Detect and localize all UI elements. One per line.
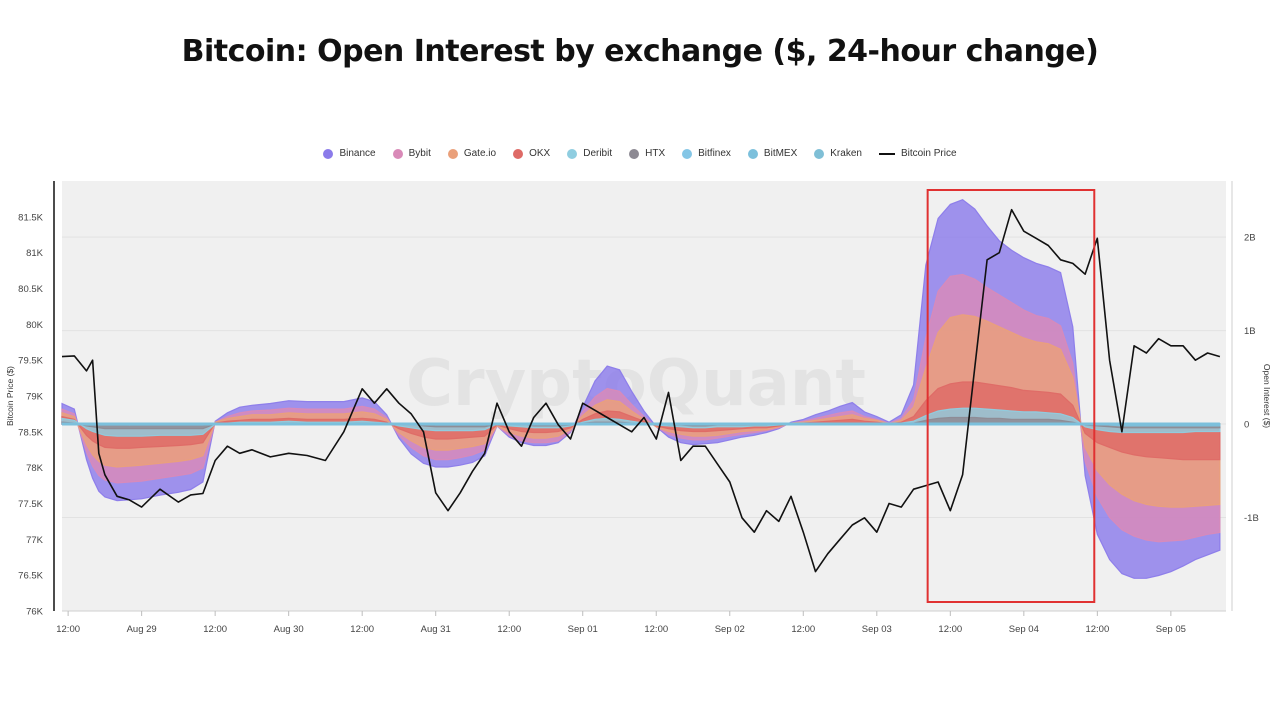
legend: Binance Bybit Gate.io OKX Deribit HTX Bi… bbox=[0, 148, 1280, 159]
x-tick-label: Sep 03 bbox=[862, 624, 892, 635]
axes: 81.5K 81K 80.5K 80K 79.5K 79K 78.5K 78K 77.5K 77K… bbox=[18, 181, 1259, 635]
x-tick-label: 12:00 bbox=[203, 624, 227, 635]
y-left-tick-label: 76K bbox=[26, 607, 44, 618]
legend-item-okx[interactable]: OKX bbox=[513, 148, 550, 159]
x-tick-label: Aug 31 bbox=[421, 624, 451, 635]
y-left-tick-label: 78K bbox=[26, 463, 44, 474]
legend-label: OKX bbox=[529, 148, 551, 159]
legend-item-bitfinex[interactable]: Bitfinex bbox=[682, 148, 731, 159]
y-left-tick-label: 81K bbox=[26, 248, 44, 259]
legend-swatch bbox=[513, 148, 524, 159]
y-right-tick-label: 0 bbox=[1244, 420, 1249, 431]
x-tick-label: 12:00 bbox=[350, 624, 374, 635]
legend-label: Gate.io bbox=[463, 148, 497, 159]
x-tick-label: 12:00 bbox=[56, 624, 80, 635]
x-tick-label: 12:00 bbox=[791, 624, 815, 635]
legend-item-bitcoin-price[interactable]: Bitcoin Price bbox=[878, 148, 957, 159]
legend-item-gateio[interactable]: Gate.io bbox=[447, 148, 497, 159]
area-binance bbox=[61, 199, 1221, 579]
legend-swatch bbox=[747, 148, 758, 159]
legend-item-kraken[interactable]: Kraken bbox=[814, 148, 862, 159]
legend-label: Bitfinex bbox=[698, 148, 731, 159]
legend-swatch bbox=[392, 148, 403, 159]
chart-title: Bitcoin: Open Interest by exchange ($, 2… bbox=[181, 34, 1099, 69]
x-tick-label: Aug 30 bbox=[274, 624, 304, 635]
legend-label: Bybit bbox=[408, 148, 431, 159]
legend-line-swatch bbox=[878, 152, 895, 155]
bitcoin-price-line bbox=[61, 208, 1221, 573]
y-left-tick-label: 79K bbox=[26, 392, 44, 403]
legend-item-htx[interactable]: HTX bbox=[629, 148, 665, 159]
area-bybit bbox=[61, 273, 1221, 543]
highlight-box bbox=[926, 189, 1096, 603]
y-right-tick-label: -1B bbox=[1244, 513, 1259, 524]
legend-swatch bbox=[323, 148, 334, 159]
legend-label: HTX bbox=[645, 148, 666, 159]
y-axis-right-title: Open Interest ($) bbox=[1262, 364, 1272, 428]
legend-label: BitMEX bbox=[763, 148, 798, 159]
x-tick-label: 12:00 bbox=[497, 624, 521, 635]
y-left-tick-label: 81.5K bbox=[18, 212, 43, 223]
x-tick-label: 12:00 bbox=[644, 624, 668, 635]
x-tick-label: Aug 29 bbox=[127, 624, 157, 635]
legend-item-bitmex[interactable]: BitMEX bbox=[747, 148, 798, 159]
legend-item-deribit[interactable]: Deribit bbox=[567, 148, 612, 159]
legend-item-bybit[interactable]: Bybit bbox=[392, 148, 431, 159]
x-tick-label: 12:00 bbox=[1085, 624, 1109, 635]
legend-label: Deribit bbox=[583, 148, 613, 159]
legend-swatch bbox=[629, 148, 640, 159]
y-right-tick-label: 2B bbox=[1244, 233, 1256, 244]
legend-item-binance[interactable]: Binance bbox=[323, 148, 376, 159]
x-tick-label: Sep 05 bbox=[1156, 624, 1186, 635]
legend-label: Kraken bbox=[830, 148, 862, 159]
legend-swatch bbox=[447, 148, 458, 159]
y-left-tick-label: 80.5K bbox=[18, 284, 43, 295]
y-axis-left-title: Bitcoin Price ($) bbox=[5, 366, 15, 426]
x-tick-label: Sep 02 bbox=[715, 624, 745, 635]
y-left-tick-label: 76.5K bbox=[18, 571, 43, 582]
y-left-tick-label: 80K bbox=[26, 320, 44, 331]
legend-label: Binance bbox=[339, 148, 376, 159]
y-left-tick-label: 78.5K bbox=[18, 427, 43, 438]
y-left-tick-label: 77K bbox=[26, 535, 44, 546]
x-tick-label: 12:00 bbox=[938, 624, 962, 635]
x-tick-label: Sep 04 bbox=[1009, 624, 1039, 635]
y-left-tick-label: 79.5K bbox=[18, 356, 43, 367]
legend-swatch bbox=[814, 148, 825, 159]
x-tick-label: Sep 01 bbox=[568, 624, 598, 635]
legend-label: Bitcoin Price bbox=[900, 148, 957, 159]
y-right-tick-label: 1B bbox=[1244, 326, 1256, 337]
legend-swatch bbox=[682, 148, 693, 159]
legend-swatch bbox=[567, 148, 578, 159]
y-left-tick-label: 77.5K bbox=[18, 499, 43, 510]
area-gateio bbox=[61, 314, 1221, 508]
